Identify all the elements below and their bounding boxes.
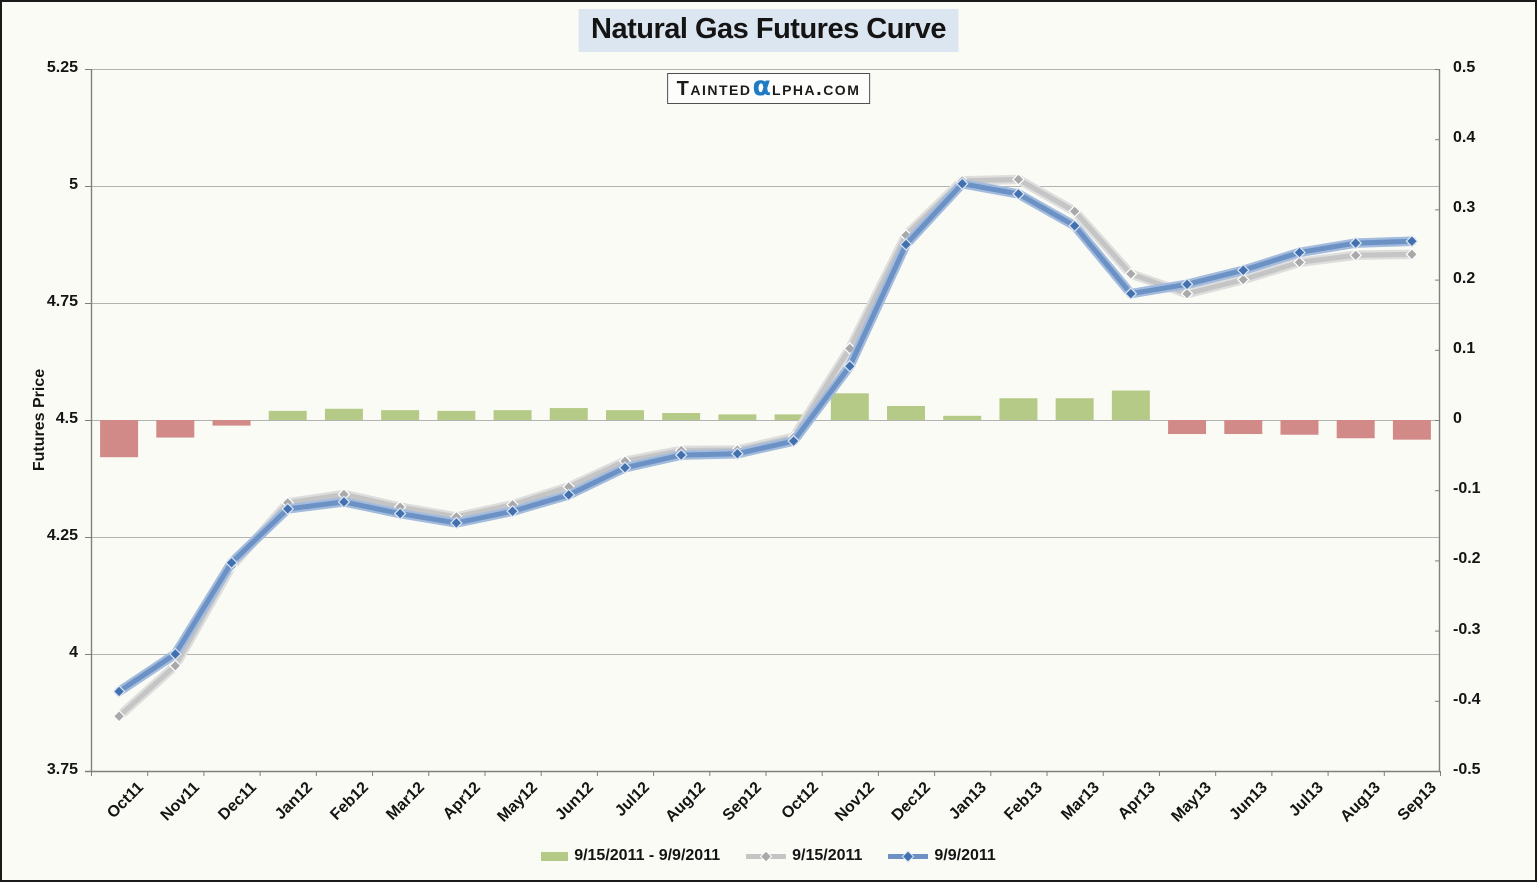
bar-positive	[381, 410, 420, 420]
diamond-marker	[393, 507, 407, 520]
diamond-marker	[843, 359, 857, 373]
diamond-marker	[787, 434, 800, 448]
taintedalpha-logo: Tainted α lpha.com	[666, 71, 871, 104]
diamond-marker	[506, 504, 519, 518]
bar-positive	[887, 405, 926, 420]
bar-positive	[605, 410, 644, 420]
diamond-marker	[1293, 246, 1306, 259]
bar-positive	[999, 398, 1038, 420]
alpha-icon: α	[752, 71, 772, 103]
bar-positive	[662, 412, 701, 420]
diamond-marker	[731, 447, 744, 461]
diamond-marker	[1124, 267, 1138, 281]
right-axis-tick-label: -0.2	[1453, 550, 1481, 568]
diamond-marker	[1180, 277, 1194, 291]
diamond-marker	[674, 448, 688, 462]
bar-negative	[156, 420, 195, 438]
diamond-marker	[843, 342, 857, 355]
diamond-marker	[1012, 173, 1025, 186]
diamond-marker	[168, 647, 182, 661]
bar-positive	[718, 414, 757, 420]
legend: 9/15/2011 - 9/9/2011 9/15/2011 9/9/2011	[2, 847, 1535, 865]
bar-positive	[324, 408, 363, 420]
bar-positive	[1111, 390, 1150, 420]
diamond-marker	[337, 495, 351, 509]
diamond-marker	[1405, 234, 1419, 248]
diamond-marker	[281, 502, 295, 516]
diamond-marker	[112, 709, 126, 723]
bar-negative	[1224, 420, 1263, 435]
left-axis-tick-label: 4.5	[55, 410, 78, 427]
right-axis-tick-label: 0.5	[1453, 59, 1476, 76]
bar-positive	[943, 415, 982, 420]
right-axis-tick-label: -0.3	[1453, 620, 1481, 638]
line-series-9-9-2011	[112, 177, 1419, 698]
diamond-marker	[1124, 287, 1138, 300]
bar-negative	[212, 420, 251, 426]
diamond-marker	[1293, 255, 1306, 269]
logo-text-prefix: Tainted	[676, 77, 752, 100]
diamond-marker	[955, 177, 969, 191]
legend-item-9-9-2011: 9/9/2011	[888, 847, 996, 865]
left-axis-tick-label: 3.75	[46, 761, 78, 778]
legend-bar-swatch-icon	[541, 851, 569, 861]
bar-positive	[1055, 398, 1094, 420]
legend-label-9-15-2011: 9/15/2011	[792, 847, 863, 864]
chart-title: Natural Gas Futures Curve	[578, 9, 959, 52]
bar-negative	[100, 420, 139, 458]
legend-line-swatch-gray-icon	[746, 849, 787, 863]
gridlines	[91, 69, 1440, 655]
bar-positive	[774, 414, 813, 420]
diamond-marker	[1236, 263, 1250, 277]
right-axis-tick-label: 0.2	[1453, 269, 1476, 287]
right-axis-tick-label: 0.1	[1453, 339, 1476, 357]
left-axis-tick-label: 5.25	[46, 59, 78, 76]
diamond-marker	[1349, 236, 1363, 250]
diamond-marker	[1236, 273, 1250, 286]
diamond-marker	[562, 488, 576, 502]
bar-positive	[830, 393, 869, 420]
right-axis-tick-label: 0.4	[1453, 129, 1476, 147]
diamond-marker	[1012, 187, 1025, 201]
diamond-marker	[618, 461, 632, 475]
left-axis-tick-label: 5	[69, 176, 78, 193]
bar-negative	[1280, 420, 1319, 435]
bar-negative	[1392, 420, 1431, 440]
diamond-marker	[899, 238, 913, 251]
diamond-marker	[1405, 247, 1419, 261]
bar-negative	[1168, 420, 1207, 435]
diamond-marker	[1180, 287, 1194, 300]
diamond-marker	[225, 556, 238, 570]
bar-positive	[437, 410, 476, 420]
diamond-marker	[1349, 248, 1363, 262]
legend-item-difference: 9/15/2011 - 9/9/2011	[541, 847, 720, 865]
diamond-marker	[450, 516, 463, 530]
diamond-marker	[1068, 204, 1081, 218]
left-axis-tick-label: 4.25	[46, 527, 78, 544]
diamond-marker	[168, 659, 182, 673]
left-axis-title: Futures Price	[31, 368, 48, 472]
legend-label-difference: 9/15/2011 - 9/9/2011	[574, 847, 721, 864]
diamond-marker	[1068, 219, 1081, 233]
bar-positive	[493, 410, 532, 420]
diamond-marker	[112, 685, 126, 698]
axes	[85, 69, 1441, 776]
difference-bars	[100, 390, 1431, 458]
legend-label-9-9-2011: 9/9/2011	[934, 847, 996, 864]
right-axis-tick-label: 0	[1453, 410, 1462, 427]
right-axis-tick-label: -0.1	[1453, 480, 1481, 498]
legend-line-swatch-blue-icon	[888, 849, 929, 863]
right-axis-tick-label: -0.4	[1453, 690, 1481, 708]
right-axis-tick-label: 0.3	[1453, 199, 1476, 217]
logo-text-suffix: lpha.com	[772, 77, 861, 100]
bar-negative	[1336, 420, 1375, 439]
bar-positive	[268, 410, 307, 420]
left-axis-tick-label: 4.75	[46, 293, 78, 310]
left-axis-tick-label: 4	[69, 644, 78, 661]
legend-item-9-15-2011: 9/15/2011	[746, 847, 862, 865]
right-axis-tick-label: -0.5	[1453, 761, 1481, 778]
bar-positive	[549, 408, 588, 420]
